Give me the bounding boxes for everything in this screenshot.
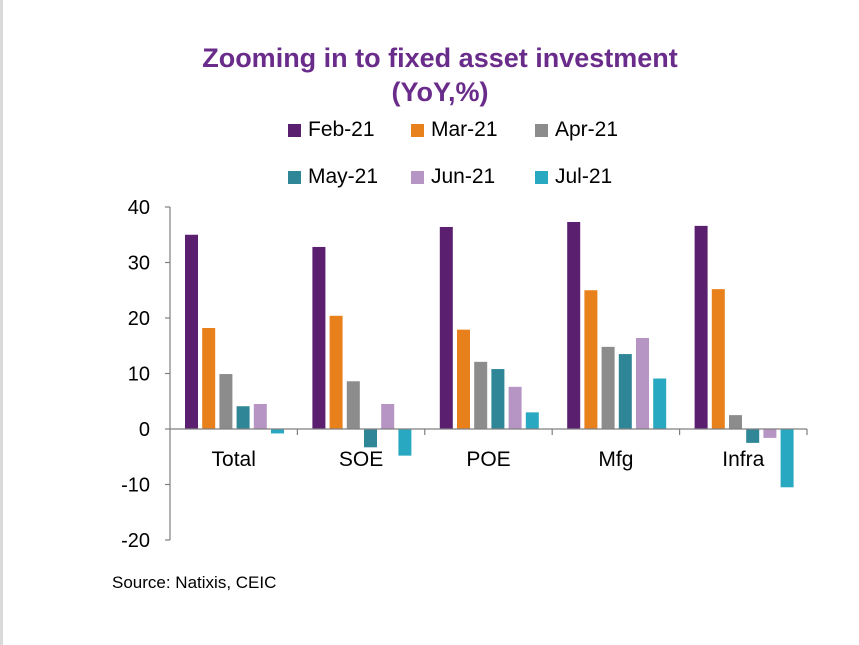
bar-total-jul-21 bbox=[271, 429, 284, 434]
bar-poe-apr-21 bbox=[474, 361, 488, 429]
bar-poe-feb-21 bbox=[439, 226, 453, 429]
x-category-label: Total bbox=[212, 448, 256, 471]
bar-infra-jul-21 bbox=[780, 429, 794, 488]
y-tick-label: -20 bbox=[121, 530, 150, 552]
bar-mfg-apr-21 bbox=[601, 346, 615, 429]
legend-label: Mar-21 bbox=[431, 118, 498, 141]
bar-infra-mar-21 bbox=[711, 289, 725, 429]
bar-poe-mar-21 bbox=[457, 329, 470, 429]
bars-group bbox=[185, 221, 808, 488]
y-tick-label: 10 bbox=[128, 364, 150, 386]
legend-swatch bbox=[288, 170, 301, 184]
bar-poe-may-21 bbox=[491, 369, 505, 429]
legend-label: May-21 bbox=[308, 165, 379, 188]
legend-item-jul-21: Jul-21 bbox=[535, 165, 612, 189]
bar-infra-feb-21 bbox=[694, 225, 708, 429]
legend-item-mar-21: Mar-21 bbox=[411, 118, 498, 142]
x-category-label: Infra bbox=[722, 448, 764, 471]
legend-label: Feb-21 bbox=[308, 118, 375, 141]
bar-infra-apr-21 bbox=[729, 415, 742, 429]
bar-soe-apr-21 bbox=[346, 381, 360, 429]
x-category-label: SOE bbox=[339, 448, 383, 471]
x-axis-labels: Total SOE POE Mfg Infra bbox=[212, 448, 765, 471]
bar-total-feb-21 bbox=[185, 234, 198, 429]
bar-infra-jun-21 bbox=[763, 429, 777, 438]
bar-poe-jul-21 bbox=[525, 412, 539, 429]
y-tick-label: -10 bbox=[121, 475, 150, 497]
bar-soe-jul-21 bbox=[398, 429, 412, 456]
legend-label: Apr-21 bbox=[555, 118, 619, 141]
chart-title: Zooming in to fixed asset investment bbox=[202, 43, 678, 73]
legend-swatch bbox=[535, 170, 548, 184]
legend-swatch bbox=[288, 123, 301, 137]
legend-swatch bbox=[535, 123, 548, 137]
legend-item-apr-21: Apr-21 bbox=[535, 118, 618, 142]
legend-swatch bbox=[411, 170, 424, 184]
legend-swatch bbox=[411, 123, 424, 137]
legend-label: Jul-21 bbox=[555, 165, 613, 188]
legend-label: Jun-21 bbox=[431, 165, 496, 188]
bar-poe-jun-21 bbox=[508, 386, 522, 429]
bar-infra-may-21 bbox=[746, 429, 760, 443]
bar-total-apr-21 bbox=[219, 374, 233, 429]
frame-border bbox=[0, 0, 3, 645]
x-category-label: Mfg bbox=[598, 448, 633, 471]
y-axis-ticks: 40 30 20 10 0 -10 -20 bbox=[121, 197, 170, 552]
legend-item-jun-21: Jun-21 bbox=[411, 165, 495, 189]
bar-mfg-mar-21 bbox=[584, 290, 598, 429]
bar-total-jun-21 bbox=[253, 404, 267, 429]
bar-soe-jun-21 bbox=[381, 404, 395, 429]
legend-item-feb-21: Feb-21 bbox=[288, 118, 375, 142]
legend-item-may-21: May-21 bbox=[288, 165, 378, 189]
y-tick-label: 20 bbox=[128, 308, 150, 330]
source-note: Source: Natixis, CEIC bbox=[112, 573, 277, 592]
y-tick-label: 0 bbox=[139, 419, 150, 441]
x-category-label: POE bbox=[466, 448, 510, 471]
chart-subtitle: (YoY,%) bbox=[391, 77, 489, 107]
bar-mfg-jul-21 bbox=[653, 378, 667, 429]
bar-mfg-feb-21 bbox=[567, 221, 581, 429]
bar-mfg-jun-21 bbox=[636, 337, 649, 429]
bar-total-may-21 bbox=[236, 406, 250, 429]
bar-soe-may-21 bbox=[364, 429, 377, 448]
y-tick-label: 40 bbox=[128, 197, 150, 219]
bar-total-mar-21 bbox=[202, 327, 216, 429]
bar-mfg-may-21 bbox=[618, 354, 632, 429]
bar-soe-feb-21 bbox=[312, 246, 326, 429]
bar-soe-mar-21 bbox=[329, 315, 343, 429]
y-tick-label: 30 bbox=[128, 253, 150, 275]
